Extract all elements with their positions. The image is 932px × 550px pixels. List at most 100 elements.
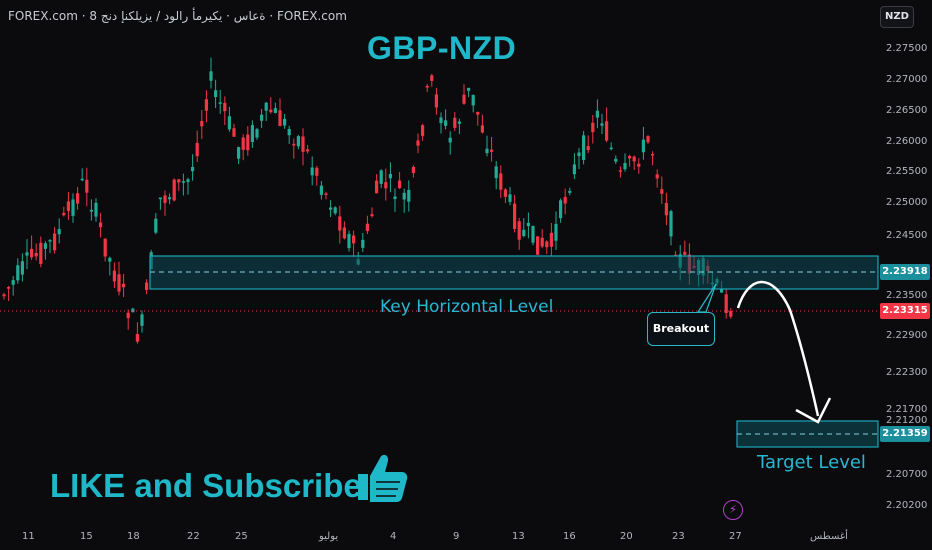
candle-body xyxy=(186,179,190,183)
candle-body xyxy=(66,201,70,211)
price-axis-tick: 2.27000 xyxy=(886,74,928,85)
candle-body xyxy=(609,147,613,150)
candle-body xyxy=(195,142,199,157)
candle-body xyxy=(306,149,310,152)
price-axis-tick: 2.20700 xyxy=(886,469,928,480)
candle-body xyxy=(122,283,126,288)
candle-body xyxy=(255,129,259,138)
chart-overlays xyxy=(0,255,879,502)
candle-body xyxy=(287,128,291,136)
time-axis-tick: 23 xyxy=(672,531,685,542)
candle-body xyxy=(457,121,461,124)
candle-body xyxy=(618,170,622,172)
chart-title: GBP-NZD xyxy=(367,30,517,66)
candle-body xyxy=(480,125,484,133)
candle-body xyxy=(664,202,668,216)
candle-body xyxy=(595,110,599,118)
candle-body xyxy=(531,225,535,243)
candle-body xyxy=(333,207,337,214)
candle-body xyxy=(324,193,328,195)
candle-body xyxy=(462,94,466,104)
candle-body xyxy=(237,147,241,159)
candle-body xyxy=(641,139,645,153)
candle-body xyxy=(94,202,98,217)
time-axis-tick: 13 xyxy=(512,531,525,542)
candle-body xyxy=(559,200,563,219)
candle-body xyxy=(158,197,162,200)
candle-body xyxy=(476,111,480,115)
candle-body xyxy=(655,174,659,179)
candle-body xyxy=(20,261,24,275)
candle-body xyxy=(421,125,425,136)
thumbs-up-icon xyxy=(358,454,408,502)
candle-body xyxy=(131,308,135,313)
time-axis-tick: 16 xyxy=(563,531,576,542)
candle-body xyxy=(623,163,627,170)
candle-body xyxy=(338,216,342,231)
candle-body xyxy=(53,233,57,251)
candle-body xyxy=(57,229,61,235)
target-price-tag: 2.21359 xyxy=(880,426,930,442)
candle-body xyxy=(637,163,641,167)
candle-body xyxy=(315,167,319,176)
breakout-label: Breakout xyxy=(647,312,715,346)
candle-body xyxy=(241,137,245,150)
key-level-label: Key Horizontal Level xyxy=(380,297,554,317)
candle-body xyxy=(172,179,176,201)
candle-body xyxy=(646,136,650,143)
candle-body xyxy=(292,143,296,146)
time-axis-tick: 25 xyxy=(235,531,248,542)
time-axis-tick: 11 xyxy=(22,531,35,542)
candle-body xyxy=(76,193,80,204)
price-axis-tick: 2.25000 xyxy=(886,197,928,208)
candle-body xyxy=(342,227,346,239)
candle-body xyxy=(402,192,406,200)
candle-body xyxy=(301,136,305,152)
candle-body xyxy=(250,125,254,143)
candle-body xyxy=(80,178,84,181)
candle-body xyxy=(444,120,448,126)
currency-button[interactable]: NZD xyxy=(880,6,914,28)
candle-body xyxy=(628,156,632,159)
candle-body xyxy=(370,214,374,217)
candle-body xyxy=(7,287,11,289)
candle-body xyxy=(586,146,590,151)
candle-body xyxy=(577,152,581,157)
candle-body xyxy=(319,185,323,195)
candle-body xyxy=(204,99,208,111)
time-axis-tick: 18 xyxy=(127,531,140,542)
candle-body xyxy=(200,120,204,127)
candle-body xyxy=(273,108,277,113)
candle-body xyxy=(140,314,144,326)
candle-body xyxy=(425,85,429,88)
price-axis-tick: 2.22900 xyxy=(886,330,928,341)
candle-body xyxy=(724,294,728,314)
time-axis-tick: يوليو xyxy=(319,531,339,542)
candle-body xyxy=(11,280,15,285)
last-price-tag: 2.23315 xyxy=(880,303,930,319)
price-axis-tick: 2.23500 xyxy=(886,290,928,301)
candle-body xyxy=(582,135,586,160)
candle-body xyxy=(85,179,89,193)
candle-body xyxy=(513,203,517,229)
candle-body xyxy=(499,173,503,190)
candle-body xyxy=(600,123,604,126)
candle-body xyxy=(375,180,379,194)
candle-body xyxy=(296,136,300,147)
candle-body xyxy=(554,223,558,241)
time-axis-tick: 15 xyxy=(80,531,93,542)
candle-body xyxy=(352,235,356,244)
price-axis-tick: 2.26500 xyxy=(886,105,928,116)
candle-body xyxy=(246,134,250,151)
chart-header-source: FOREX.com · 8 ةعاس · يكيرمأ رالود / يزيل… xyxy=(8,9,347,23)
candle-body xyxy=(467,87,471,91)
candle-body xyxy=(43,243,47,249)
candle-body xyxy=(549,232,553,247)
candle-body xyxy=(448,137,452,143)
candle-body xyxy=(112,270,116,282)
candle-body xyxy=(214,90,218,98)
lightning-icon[interactable]: ⚡ xyxy=(723,500,743,520)
time-axis-tick: 20 xyxy=(620,531,633,542)
candle-body xyxy=(99,222,103,228)
